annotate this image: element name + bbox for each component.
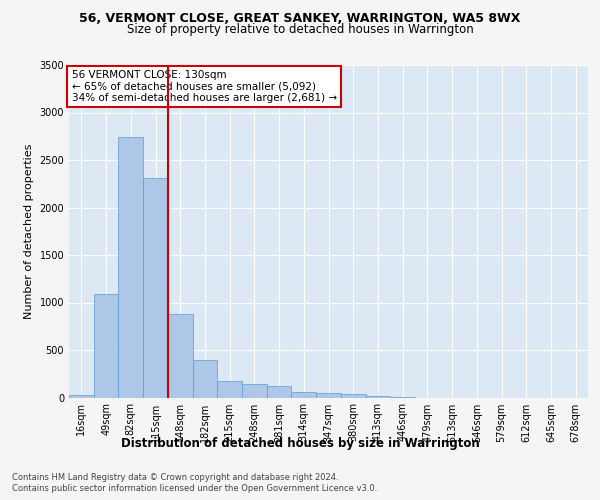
Text: 56 VERMONT CLOSE: 130sqm
← 65% of detached houses are smaller (5,092)
34% of sem: 56 VERMONT CLOSE: 130sqm ← 65% of detach…: [71, 70, 337, 103]
Bar: [217, 382, 242, 398]
Bar: [168, 314, 193, 398]
Bar: [94, 294, 118, 398]
Text: 56, VERMONT CLOSE, GREAT SANKEY, WARRINGTON, WA5 8WX: 56, VERMONT CLOSE, GREAT SANKEY, WARRING…: [79, 12, 521, 24]
Bar: [118, 137, 143, 398]
Bar: [365, 396, 390, 398]
Bar: [292, 392, 316, 398]
Bar: [390, 396, 415, 398]
Bar: [267, 386, 292, 398]
Y-axis label: Number of detached properties: Number of detached properties: [24, 144, 34, 319]
Bar: [69, 395, 94, 398]
Bar: [341, 394, 365, 398]
Bar: [193, 360, 217, 398]
Text: Contains public sector information licensed under the Open Government Licence v3: Contains public sector information licen…: [12, 484, 377, 493]
Bar: [143, 178, 168, 398]
Bar: [316, 393, 341, 398]
Text: Distribution of detached houses by size in Warrington: Distribution of detached houses by size …: [121, 438, 479, 450]
Bar: [242, 384, 267, 398]
Text: Size of property relative to detached houses in Warrington: Size of property relative to detached ho…: [127, 22, 473, 36]
Text: Contains HM Land Registry data © Crown copyright and database right 2024.: Contains HM Land Registry data © Crown c…: [12, 472, 338, 482]
